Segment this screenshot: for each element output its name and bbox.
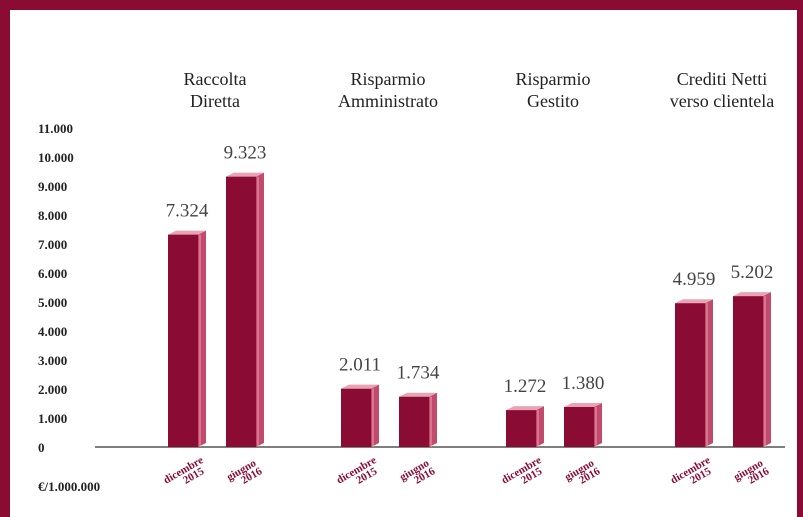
bar-side xyxy=(763,292,771,447)
bar-side xyxy=(594,402,602,447)
category-label: Gestito xyxy=(527,91,579,111)
value-label: 4.959 xyxy=(673,269,716,290)
category-label: Amministrato xyxy=(338,91,438,111)
bar-side xyxy=(705,299,713,447)
y-tick-label: 9.000 xyxy=(38,179,67,194)
bar-side xyxy=(371,384,379,447)
bar-top xyxy=(733,292,771,297)
bar xyxy=(341,388,371,447)
series-label: giugno2016 xyxy=(225,456,265,492)
y-tick-label: 10.000 xyxy=(38,150,74,165)
category-label: Risparmio xyxy=(516,69,591,89)
series-label: dicembre2015 xyxy=(335,454,384,495)
bar-top xyxy=(226,172,264,177)
series-label: dicembre2015 xyxy=(669,454,718,495)
y-tick-label: 3.000 xyxy=(38,353,67,368)
category-label: verso clientela xyxy=(670,91,774,111)
y-tick-label: 6.000 xyxy=(38,266,67,281)
bar-top xyxy=(399,392,437,397)
series-label: dicembre2015 xyxy=(500,454,549,495)
bar xyxy=(506,410,536,447)
value-label: 9.323 xyxy=(224,143,267,164)
y-tick-label: 2.000 xyxy=(38,382,67,397)
series-label: giugno2016 xyxy=(732,456,772,492)
bar-top xyxy=(341,384,379,389)
unit-label: €/1.000.000 xyxy=(38,479,100,494)
category-label: Raccolta xyxy=(184,69,247,89)
bar-side xyxy=(256,172,264,447)
value-label: 1.272 xyxy=(504,376,547,397)
frame-top xyxy=(0,0,803,10)
bar xyxy=(733,296,763,447)
series-label: dicembre2015 xyxy=(162,454,211,495)
frame-right xyxy=(797,0,803,517)
series-label: giugno2016 xyxy=(563,456,603,492)
category-label: Risparmio xyxy=(351,69,426,89)
bar xyxy=(675,303,705,447)
y-tick-label: 4.000 xyxy=(38,324,67,339)
series-label: giugno2016 xyxy=(398,456,438,492)
value-label: 5.202 xyxy=(731,262,774,283)
value-label: 7.324 xyxy=(166,201,209,222)
y-tick-label: 1.000 xyxy=(38,411,67,426)
bar-side xyxy=(198,230,206,447)
value-label: 2.011 xyxy=(339,355,381,376)
y-tick-label: 5.000 xyxy=(38,295,67,310)
frame-left xyxy=(0,0,10,517)
bar-side xyxy=(536,406,544,447)
bar-side xyxy=(429,392,437,447)
bar-top xyxy=(675,299,713,304)
bar xyxy=(226,176,256,447)
category-label: Crediti Netti xyxy=(677,69,767,89)
category-label: Diretta xyxy=(190,91,240,111)
bar xyxy=(168,234,198,447)
y-tick-label: 7.000 xyxy=(38,237,67,252)
bar-top xyxy=(564,402,602,407)
value-label: 1.734 xyxy=(397,363,440,384)
y-tick-label: 11.000 xyxy=(38,121,73,136)
bar-top xyxy=(506,406,544,411)
bar xyxy=(564,406,594,447)
y-tick-label: 0 xyxy=(38,440,45,455)
bar xyxy=(399,396,429,447)
value-label: 1.380 xyxy=(562,373,605,394)
y-tick-label: 8.000 xyxy=(38,208,67,223)
bar-top xyxy=(168,230,206,235)
